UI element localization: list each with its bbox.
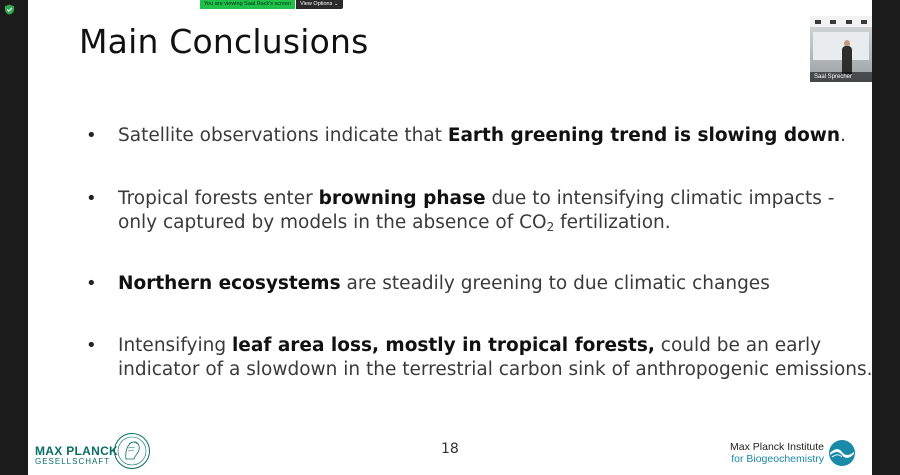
- bullet-item-1: • Satellite observations indicate that E…: [86, 124, 872, 148]
- video-controls: [810, 16, 872, 27]
- participant-video-thumbnail[interactable]: Saal Sprecher: [810, 16, 872, 82]
- bullet-text: Tropical forests enter browning phase du…: [118, 188, 835, 234]
- bullet-dot: •: [86, 335, 97, 356]
- speaker-figure: [842, 46, 852, 74]
- shield-icon[interactable]: [4, 4, 15, 15]
- bullet-text: Intensifying leaf area loss, mostly in t…: [118, 335, 872, 380]
- mpi-logo-line2: for Biogeochemistry: [731, 453, 824, 465]
- speaker-head: [844, 40, 850, 47]
- mpg-logo-sub: GESELLSCHAFT: [35, 457, 111, 466]
- bullet-item-2: • Tropical forests enter browning phase …: [86, 187, 872, 239]
- speaker-view-icon[interactable]: [830, 19, 837, 24]
- participant-name-label: Saal Sprecher: [810, 72, 872, 82]
- slide-canvas: Main Conclusions • Satellite observation…: [28, 0, 872, 475]
- gallery-view-icon[interactable]: [845, 19, 852, 24]
- screen-share-bar: You are viewing Saal Rack's screen View …: [200, 0, 343, 9]
- page-number: 18: [441, 441, 459, 457]
- bullet-text: Northern ecosystems are steadily greenin…: [118, 273, 770, 294]
- hide-video-icon[interactable]: [861, 19, 868, 24]
- view-options-button[interactable]: View Options ⌄: [296, 0, 343, 9]
- bullet-dot: •: [86, 125, 97, 146]
- mpi-logo-line1: Max Planck Institute: [730, 441, 824, 453]
- slide-title: Main Conclusions: [79, 22, 369, 61]
- bullet-dot: •: [86, 273, 97, 294]
- mpg-logo-name: MAX PLANCK: [35, 444, 118, 458]
- minimize-icon[interactable]: [814, 19, 821, 24]
- mpi-wave-icon: [829, 440, 855, 466]
- chevron-down-icon: ⌄: [333, 1, 339, 7]
- mpi-logo-text: Max Planck Institute for Biogeochemistry: [722, 441, 824, 467]
- viewing-screen-notice: You are viewing Saal Rack's screen: [200, 0, 296, 9]
- minerva-seal-icon: [114, 433, 150, 469]
- bullet-item-3: • Northern ecosystems are steadily green…: [86, 272, 872, 296]
- bullet-text: Satellite observations indicate that Ear…: [118, 125, 846, 146]
- bullet-dot: •: [86, 188, 97, 209]
- bullet-item-4: • Intensifying leaf area loss, mostly in…: [86, 334, 872, 382]
- video-wall: [813, 32, 869, 60]
